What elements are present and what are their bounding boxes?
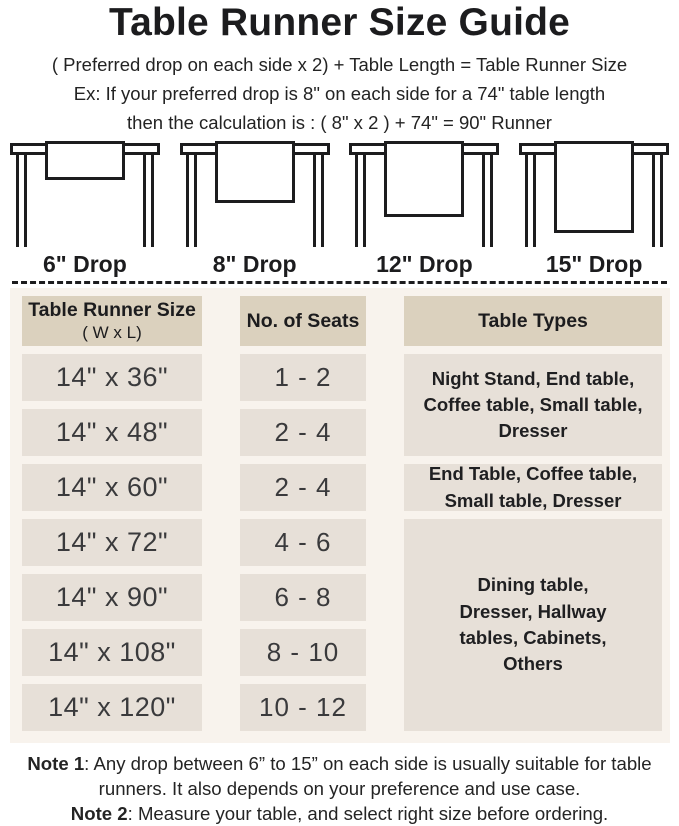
- drop-labels-row: 6" Drop 8" Drop 12" Drop 15" Drop: [0, 251, 679, 278]
- runner-illustration: [214, 141, 295, 203]
- diagram-8-drop: [170, 139, 340, 249]
- note-2-text: : Measure your table, and select right s…: [127, 803, 609, 824]
- size-table-section: Table Runner Size ( W x L) No. of Seats …: [10, 288, 670, 743]
- note-2-label: Note 2: [70, 803, 128, 824]
- table-leg-illustration: [142, 154, 154, 247]
- table-leg-illustration: [312, 154, 324, 247]
- seats-cell: 2 - 4: [240, 409, 366, 456]
- drop-label-6: 6" Drop: [43, 251, 127, 277]
- table-leg-illustration: [15, 154, 27, 247]
- seats-cell: 2 - 4: [240, 464, 366, 511]
- size-cell: 14" x 72": [22, 519, 202, 566]
- table-types-cell-large: Dining table, Dresser, Hallway tables, C…: [404, 519, 662, 731]
- diagram-12-drop: [340, 139, 510, 249]
- table-leg-illustration: [525, 154, 537, 247]
- table-leg-illustration: [355, 154, 367, 247]
- seats-cell: 1 - 2: [240, 354, 366, 401]
- example-line-1: Ex: If your preferred drop is 8" on each…: [73, 83, 606, 104]
- table-leg-illustration: [652, 154, 664, 247]
- seats-cell: 6 - 8: [240, 574, 366, 621]
- diagram-15-drop: [509, 139, 679, 249]
- table-types-cell-small: Night Stand, End table, Coffee table, Sm…: [404, 354, 662, 456]
- runner-illustration: [554, 141, 635, 233]
- header-runner-size: Table Runner Size ( W x L): [22, 296, 202, 346]
- note-1-label: Note 1: [27, 753, 85, 774]
- size-cell: 14" x 108": [22, 629, 202, 676]
- seats-cell: 4 - 6: [240, 519, 366, 566]
- size-cell: 14" x 120": [22, 684, 202, 731]
- drop-diagrams: [0, 139, 679, 249]
- diagram-6-drop: [0, 139, 170, 249]
- size-cell: 14" x 60": [22, 464, 202, 511]
- drop-label-15: 15" Drop: [545, 251, 643, 277]
- header-table-types: Table Types: [404, 296, 662, 346]
- header-runner-size-sub: ( W x L): [82, 323, 142, 342]
- size-cell: 14" x 90": [22, 574, 202, 621]
- seats-cell: 8 - 10: [240, 629, 366, 676]
- header-runner-size-title: Table Runner Size: [28, 299, 196, 321]
- drop-label-12: 12" Drop: [376, 251, 473, 277]
- note-1-text: : Any drop between 6” to 15” on each sid…: [84, 753, 652, 799]
- size-cell: 14" x 36": [22, 354, 202, 401]
- header-no-of-seats: No. of Seats: [240, 296, 366, 346]
- drop-label-8: 8" Drop: [212, 251, 297, 277]
- formula-text: ( Preferred drop on each side x 2) + Tab…: [51, 54, 628, 75]
- size-cell: 14" x 48": [22, 409, 202, 456]
- runner-illustration: [384, 141, 465, 217]
- table-types-cell-medium: End Table, Coffee table, Small table, Dr…: [404, 463, 662, 511]
- size-table: Table Runner Size ( W x L) No. of Seats …: [22, 296, 662, 731]
- runner-illustration: [44, 141, 125, 180]
- dashed-divider: [12, 281, 667, 284]
- page-title: Table Runner Size Guide: [108, 1, 571, 44]
- seats-cell: 10 - 12: [240, 684, 366, 731]
- table-leg-illustration: [482, 154, 494, 247]
- example-line-2: then the calculation is : ( 8" x 2 ) + 7…: [127, 112, 552, 133]
- notes-section: Note 1: Any drop between 6” to 15” on ea…: [0, 751, 679, 826]
- table-leg-illustration: [185, 154, 197, 247]
